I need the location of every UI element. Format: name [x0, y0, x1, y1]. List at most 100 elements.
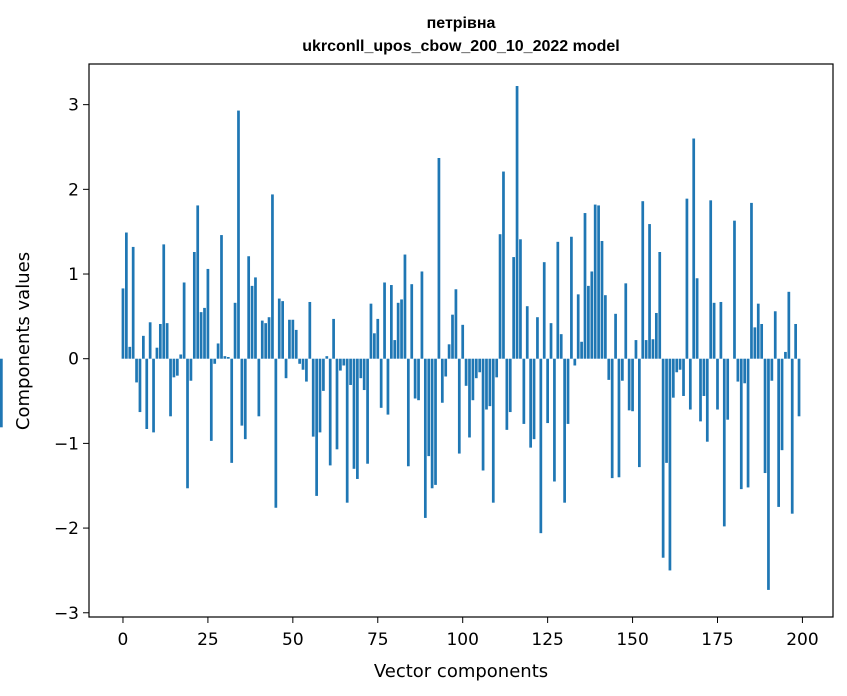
- bar: [614, 313, 617, 359]
- bar: [386, 358, 390, 415]
- bar: [739, 358, 743, 490]
- bar: [583, 213, 587, 359]
- bar: [325, 356, 329, 359]
- bar: [410, 284, 414, 359]
- x-tick-label: 100: [446, 630, 478, 650]
- bar: [240, 358, 244, 426]
- bar: [593, 204, 597, 359]
- bar: [556, 241, 560, 359]
- bar: [699, 358, 702, 422]
- bar: [587, 285, 590, 359]
- bar: [284, 358, 288, 379]
- bar: [281, 301, 284, 359]
- bar: [318, 358, 322, 433]
- bar: [216, 343, 220, 359]
- bar: [271, 194, 274, 359]
- bar: [175, 358, 179, 376]
- bar: [702, 358, 706, 396]
- bar: [335, 358, 339, 450]
- y-tick-label: 3: [68, 96, 79, 116]
- bar: [220, 235, 223, 359]
- bar: [169, 358, 172, 417]
- bar: [359, 358, 363, 379]
- bar: [206, 268, 210, 359]
- bar: [638, 358, 641, 468]
- bar: [474, 358, 478, 379]
- y-axis-label: Components values: [13, 252, 34, 430]
- bar: [770, 358, 774, 381]
- bar: [563, 358, 566, 503]
- bar: [576, 294, 580, 359]
- bar: [716, 358, 719, 410]
- bar: [294, 329, 298, 359]
- bar: [328, 358, 332, 466]
- bar: [148, 322, 152, 359]
- bar: [468, 358, 471, 438]
- bar: [189, 358, 193, 381]
- x-tick-label: 175: [701, 630, 733, 650]
- bar: [794, 323, 797, 359]
- bar: [763, 358, 767, 474]
- bar: [451, 314, 454, 359]
- bar: [430, 358, 434, 489]
- bar: [427, 358, 431, 457]
- bar: [485, 358, 488, 410]
- bar: [260, 320, 264, 359]
- bar: [301, 358, 305, 370]
- bar: [213, 358, 217, 364]
- bar: [692, 138, 696, 359]
- bar: [345, 358, 349, 503]
- bar: [651, 339, 655, 359]
- bar: [522, 358, 526, 424]
- bar: [780, 358, 784, 451]
- bar: [413, 358, 417, 399]
- bar: [600, 240, 604, 359]
- bar: [675, 358, 679, 373]
- bar: [444, 358, 448, 377]
- bar: [223, 356, 227, 359]
- bar: [400, 299, 403, 359]
- bar: [631, 358, 634, 412]
- bar: [753, 327, 757, 359]
- bar: [196, 205, 200, 359]
- bar: [379, 358, 383, 408]
- bar: [440, 358, 444, 403]
- bar: [172, 358, 176, 378]
- chart-title-line2: ukrconll_upos_cbow_200_10_2022 model: [302, 38, 619, 55]
- y-tick-label: 2: [68, 180, 79, 200]
- x-tick-label: 75: [367, 630, 389, 650]
- bar: [668, 358, 672, 571]
- bar: [784, 351, 787, 359]
- bar: [471, 358, 475, 401]
- bar: [390, 285, 393, 359]
- bar: [529, 358, 532, 448]
- bar: [369, 303, 373, 359]
- bar: [624, 283, 628, 359]
- bar: [383, 282, 386, 359]
- bar: [131, 246, 135, 359]
- bar: [352, 358, 356, 469]
- bar: [267, 317, 271, 359]
- bar: [291, 319, 295, 359]
- bar: [145, 358, 149, 429]
- bar: [230, 358, 234, 463]
- bar: [478, 358, 482, 373]
- bar: [546, 358, 549, 424]
- bar: [621, 358, 624, 381]
- bar: [658, 252, 662, 359]
- bar: [403, 254, 407, 359]
- bar: [121, 288, 125, 359]
- bar: [634, 340, 638, 359]
- y-tick-label: −2: [54, 519, 79, 539]
- x-tick-label: 200: [786, 630, 818, 650]
- bar: [570, 236, 573, 359]
- bar: [288, 319, 291, 359]
- bar: [162, 244, 166, 359]
- bar: [423, 358, 427, 518]
- bar: [712, 302, 716, 359]
- bar: [508, 358, 512, 413]
- y-axis-ticks: −3 −2 −1 0 1 2 3: [54, 96, 89, 624]
- bar: [597, 205, 600, 359]
